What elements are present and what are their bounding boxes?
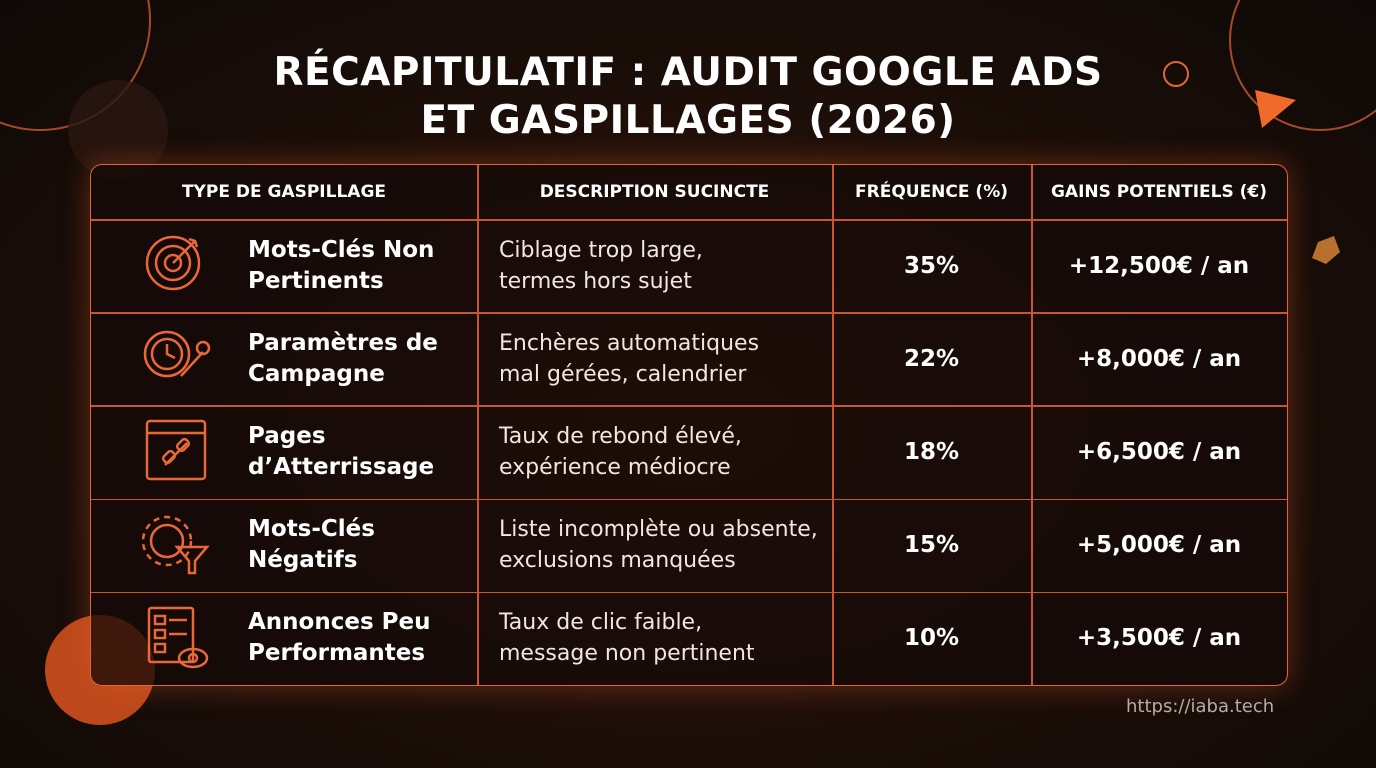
type-cell: Annonces Peu Performantes [248, 592, 477, 685]
description-cell: Taux de rebond élevé, expérience médiocre [499, 405, 832, 498]
title-line: RÉCAPITULATIF : AUDIT GOOGLE ADS [273, 50, 1103, 95]
frequency-cell: 15% [903, 532, 960, 559]
row-divider [91, 405, 1287, 407]
column-divider [477, 165, 479, 685]
table: TYPE DE GASPILLAGE DESCRIPTION SUCINCTE FR… [90, 164, 1288, 686]
column-header: DESCRIPTION SUCINCTE [539, 182, 770, 202]
row-divider [91, 591, 1287, 594]
description-line: expérience médiocre [499, 454, 731, 480]
type-line: d’Atterrissage [248, 453, 435, 480]
title-line: ET GASPILLAGES (2026) [420, 98, 956, 143]
frequency-cell: 10% [903, 625, 960, 652]
description-line: Enchères automatiques [499, 330, 760, 356]
row-divider [91, 312, 1287, 314]
gains-cell: +3,500€ / an [1076, 625, 1242, 652]
column-header: TYPE DE GASPILLAGE [181, 182, 387, 202]
type-cell: Mots-Clés Négatifs [248, 499, 477, 592]
description-line: message non pertinent [499, 641, 755, 667]
description-line: exclusions manquées [499, 548, 736, 574]
row-icon [147, 606, 209, 669]
type-cell: Pages d’Atterrissage [248, 405, 477, 498]
row-icon [145, 235, 201, 291]
gains-cell: +5,000€ / an [1076, 532, 1242, 559]
gains-cell: +8,000€ / an [1076, 345, 1242, 372]
description-line: Liste incomplète ou absente, [499, 517, 818, 543]
type-cell: Mots-Clés Non Pertinents [248, 219, 477, 312]
description-line: mal gérées, calendrier [499, 361, 747, 387]
description-cell: Enchères automatiques mal gérées, calendr… [499, 312, 832, 405]
column-header: FRÉQUENCE (%) [855, 182, 1008, 202]
type-cell: Paramètres de Campagne [248, 312, 477, 405]
gains-cell: +6,500€ / an [1076, 438, 1242, 465]
description-line: Ciblage trop large, [499, 237, 703, 263]
row-divider [91, 219, 1287, 221]
row-icon [145, 420, 207, 481]
frequency-cell: 18% [903, 438, 960, 465]
description-cell: Liste incomplète ou absente, exclusions m… [499, 499, 832, 592]
column-divider [832, 165, 834, 685]
description-line: termes hors sujet [499, 268, 692, 294]
description-cell: Taux de clic faible, message non pertinen… [499, 592, 832, 685]
type-line: Pertinents [248, 267, 384, 294]
type-line: Campagne [248, 360, 385, 387]
frequency-cell: 22% [903, 345, 960, 372]
description-line: Taux de clic faible, [499, 610, 703, 636]
type-line: Pages [248, 422, 326, 449]
footer-url: https://iaba.tech [1126, 696, 1275, 717]
gains-cell: +12,500€ / an [1068, 252, 1250, 279]
row-divider [91, 498, 1287, 501]
type-line: Paramètres de [248, 329, 438, 356]
description-line: Taux de rebond élevé, [499, 423, 742, 449]
type-line: Mots-Clés Non [248, 236, 435, 263]
type-line: Performantes [248, 640, 426, 667]
row-icon [143, 330, 211, 378]
frequency-cell: 35% [903, 252, 960, 279]
type-line: Annonces Peu [248, 609, 431, 636]
type-line: Mots-Clés [248, 516, 375, 543]
description-cell: Ciblage trop large, termes hors sujet [499, 219, 832, 312]
column-header: GAINS POTENTIELS (€) [1050, 182, 1268, 202]
type-line: Négatifs [248, 547, 358, 574]
column-divider [1031, 165, 1033, 685]
row-icon [141, 515, 210, 574]
